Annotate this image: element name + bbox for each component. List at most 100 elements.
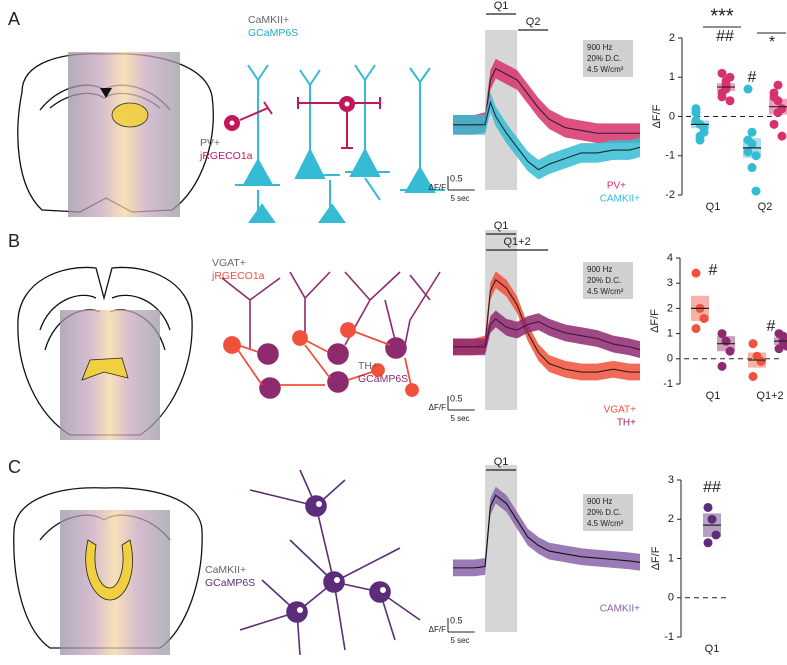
mean-trace — [453, 494, 641, 569]
scale-bar-y-label: 0.5 — [450, 615, 463, 625]
stim-params-box — [583, 262, 633, 299]
error-band — [453, 58, 640, 144]
data-point — [725, 346, 735, 356]
y-tick-label: 2 — [668, 513, 674, 525]
data-point — [721, 84, 731, 94]
data-point — [691, 104, 701, 114]
y-tick-label: -1 — [663, 378, 673, 390]
interneurons — [224, 96, 381, 149]
x-tick-label: Q2 — [758, 201, 773, 213]
data-point — [703, 538, 713, 548]
data-point — [717, 329, 727, 339]
data-point — [707, 514, 717, 524]
stim-window — [485, 465, 518, 632]
y-tick-label: 3 — [668, 474, 674, 486]
stim-param: 900 Hz — [587, 265, 612, 274]
cell-label: jRGECO1a — [211, 270, 265, 282]
significance: *** — [710, 5, 734, 27]
cell-label: PV+ — [200, 137, 220, 149]
significance: # — [709, 262, 718, 279]
data-point — [743, 84, 753, 94]
scale-bar-y-label: 0.5 — [450, 173, 463, 183]
stim-params-box — [583, 494, 633, 531]
data-point — [743, 147, 753, 157]
data-point — [711, 530, 721, 540]
scale-bar-x-label: 5 sec — [450, 194, 469, 203]
cell-label: GCaMP6S — [205, 577, 255, 589]
scale-bar-x-label: 5 sec — [450, 414, 469, 423]
period-label: Q1+2 — [504, 236, 531, 248]
data-point — [777, 131, 787, 141]
cell-label: jRGECO1a — [199, 150, 253, 162]
data-point — [721, 76, 731, 86]
data-point — [717, 68, 727, 78]
circuit-diagram — [239, 469, 421, 656]
brain-section — [13, 487, 203, 655]
brain-section — [17, 52, 214, 217]
panel-letter: A — [8, 9, 20, 29]
data-point — [773, 108, 783, 118]
data-point — [748, 371, 758, 381]
y-axis-label: ΔF/F — [650, 546, 662, 570]
cell-label: TH+ — [358, 360, 378, 372]
stim-param: 20% D.C. — [587, 54, 621, 63]
data-point — [717, 361, 727, 371]
period-label: Q2 — [526, 16, 541, 28]
period-label: Q1 — [494, 0, 509, 12]
circuit-diagram — [221, 271, 441, 399]
data-point — [747, 127, 757, 137]
stim-param: 4.5 W/cm² — [587, 65, 624, 74]
brain-section — [17, 266, 193, 440]
data-point — [748, 339, 758, 349]
y-axis-label: ΔF/F — [649, 309, 661, 333]
error-band — [453, 310, 640, 359]
data-point — [747, 163, 757, 173]
significance: * — [769, 34, 775, 51]
period-label: Q1 — [494, 456, 509, 468]
scale-bar-y-unit: ΔF/F — [429, 625, 446, 634]
data-point — [743, 135, 753, 145]
panel-letter: B — [8, 231, 20, 251]
significance: ## — [716, 28, 734, 45]
stim-param: 4.5 W/cm² — [587, 519, 624, 528]
cell-label: VGAT+ — [212, 257, 246, 269]
cell-label: CaMKII+ — [248, 14, 289, 26]
y-tick-label: 0 — [667, 353, 673, 365]
legend-entry: CAMKII+ — [600, 604, 640, 615]
y-tick-label: 1 — [669, 71, 675, 83]
stim-param: 20% D.C. — [587, 508, 621, 517]
data-point — [756, 356, 766, 366]
mean-trace — [453, 100, 641, 171]
data-point — [769, 92, 779, 102]
cell-label: GCaMP6S — [358, 373, 408, 385]
y-tick-label: 3 — [667, 277, 673, 289]
legend-entry: TH+ — [617, 418, 636, 429]
stim-param: 4.5 W/cm² — [587, 287, 624, 296]
legend-entry: PV+ — [607, 181, 626, 192]
y-tick-label: 2 — [669, 32, 675, 44]
y-tick-label: -1 — [664, 631, 674, 643]
scale-bar-y-label: 0.5 — [450, 393, 463, 403]
cell-label: CaMKII+ — [205, 564, 246, 576]
circuit-diagram — [235, 64, 445, 223]
stim-params-box — [583, 40, 633, 77]
data-point — [695, 135, 705, 145]
cell-label: GCaMP6S — [248, 27, 298, 39]
data-point — [691, 324, 701, 334]
data-point — [773, 80, 783, 90]
y-tick-label: -1 — [665, 150, 675, 162]
y-tick-label: 1 — [668, 552, 674, 564]
stim-param: 20% D.C. — [587, 276, 621, 285]
scale-bar-y-unit: ΔF/F — [429, 183, 446, 192]
x-tick-label: Q1 — [705, 643, 720, 655]
panel-letter: C — [8, 457, 21, 477]
stim-param: 900 Hz — [587, 497, 612, 506]
data-point — [699, 127, 709, 137]
y-tick-label: -2 — [665, 189, 675, 201]
x-tick-label: Q1 — [706, 390, 721, 402]
data-point — [691, 268, 701, 278]
scale-bar-x-label: 5 sec — [450, 636, 469, 645]
y-tick-label: 2 — [667, 302, 673, 314]
